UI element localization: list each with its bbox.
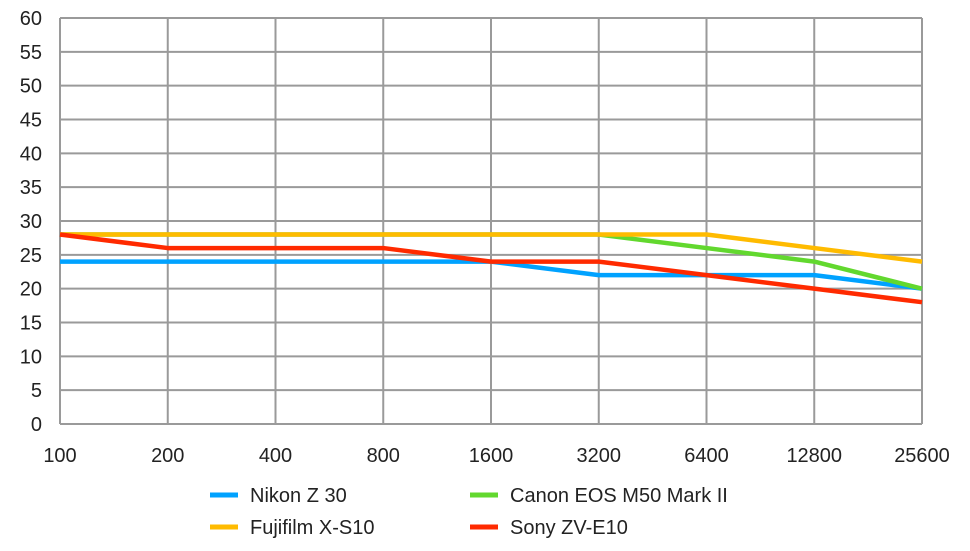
legend-label: Nikon Z 30 [250, 485, 347, 507]
series-lines [59, 232, 923, 305]
legend-label: Fujifilm X-S10 [250, 517, 374, 539]
y-tick-label: 40 [20, 143, 42, 165]
series-line-2 [60, 232, 923, 264]
y-tick-label: 35 [20, 177, 42, 199]
x-tick-label: 200 [151, 445, 184, 467]
x-tick-label: 6400 [684, 445, 729, 467]
y-tick-label: 60 [20, 8, 42, 30]
y-tick-label: 50 [20, 76, 42, 98]
grid [59, 17, 923, 425]
y-axis-ticks: 0 5 10 15 20 25 30 35 40 45 50 55 60 [20, 8, 42, 436]
y-tick-label: 55 [20, 42, 42, 64]
legend-label: Canon EOS M50 Mark II [510, 485, 728, 507]
y-tick-label: 0 [31, 414, 42, 436]
x-axis-ticks: 100 200 400 800 1600 3200 6400 12800 25600 [43, 445, 950, 467]
y-tick-label: 10 [20, 346, 42, 368]
y-tick-label: 45 [20, 110, 42, 132]
y-tick-label: 5 [31, 380, 42, 402]
x-tick-label: 100 [43, 445, 76, 467]
x-tick-label: 25600 [894, 445, 950, 467]
legend: Nikon Z 30 Canon EOS M50 Mark II Fujifilm … [210, 485, 728, 539]
y-tick-label: 30 [20, 211, 42, 233]
series-line-3 [59, 232, 923, 305]
x-tick-label: 12800 [786, 445, 842, 467]
x-tick-label: 1600 [469, 445, 514, 467]
legend-label: Sony ZV-E10 [510, 517, 628, 539]
y-tick-label: 20 [20, 279, 42, 301]
x-tick-label: 800 [367, 445, 400, 467]
y-tick-label: 15 [20, 313, 42, 335]
x-tick-label: 3200 [577, 445, 622, 467]
x-tick-label: 400 [259, 445, 292, 467]
y-tick-label: 25 [20, 245, 42, 267]
